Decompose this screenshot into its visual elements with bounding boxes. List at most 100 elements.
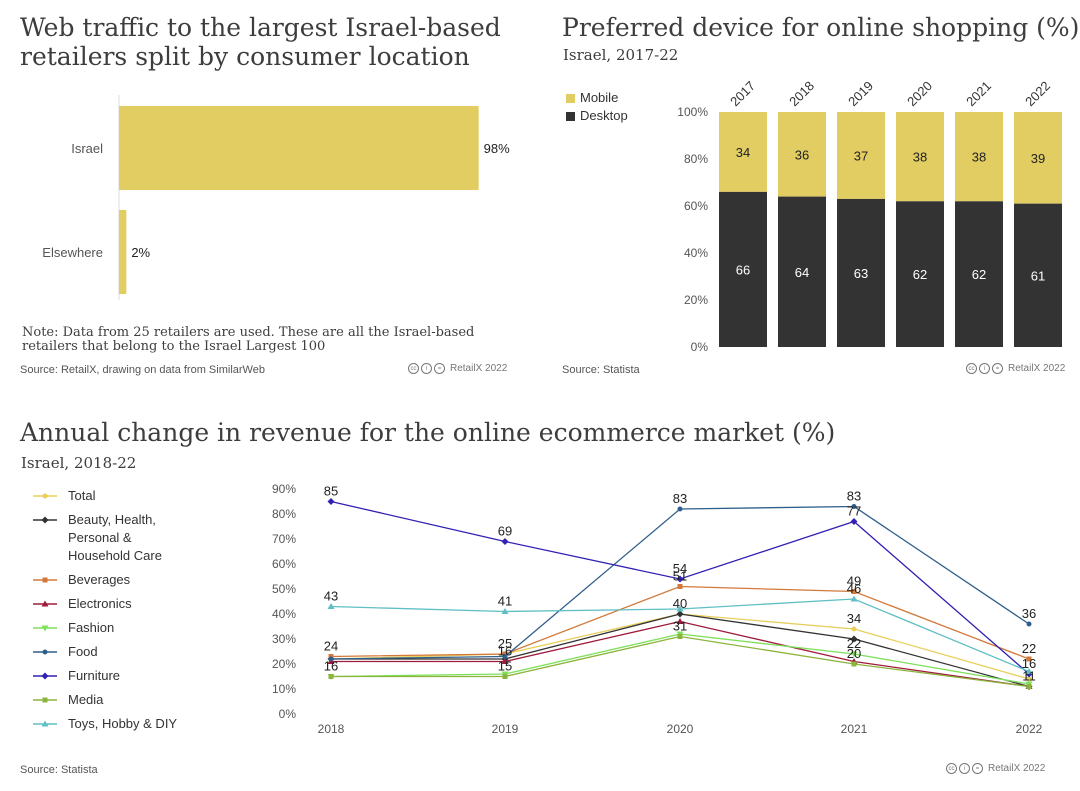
legend-label-fashion: Fashion [68,620,115,635]
bar-desktop-2019 [837,198,885,347]
data-label-2020: 31 [673,619,687,634]
legend-item-fashion: Fashion [32,619,188,637]
legend-swatch-media [33,697,57,703]
legend-swatch-marker [42,493,48,499]
legend-swatch-fashion [33,625,57,632]
x-tick-label-2022: 2022 [1016,722,1043,736]
legend-swatch-marker [41,625,49,632]
data-label-2018: 24 [324,639,338,654]
x-tick-label-2020: 2020 [667,722,694,736]
mobile-value-2017: 34 [736,145,750,160]
category-label-elsewhere: Elsewhere [42,245,103,260]
y-tick-label: 100% [677,105,708,119]
data-label-2020: 83 [673,491,687,506]
desktop-value-2022: 61 [1031,268,1045,283]
legend-swatch-marker [41,672,49,680]
legend-item-mobile: Mobile [566,89,628,107]
y-tick-label: 0% [279,707,297,721]
panel3-license-text: RetailX 2022 [988,763,1046,774]
location-bar-chart: Israel 98% Elsewhere 2% [42,95,510,300]
data-label-2021: 20 [847,646,861,661]
point-furniture-2019 [501,538,509,545]
panel2-subtitle: Israel, 2017-22 [563,46,679,64]
panel2-title: Preferred device for online shopping (%) [562,13,1080,42]
point-furniture-2021 [850,518,858,525]
bar-mobile-2017 [719,112,767,192]
legend-item-beverages: Beverages [32,571,188,589]
point-media-2021 [851,661,857,667]
x-tick-label-2019: 2019 [492,722,519,736]
point-media-2022 [1026,684,1032,689]
point-beauty-health-personal-household-care-2021 [850,635,858,643]
legend-swatch-toys-hobby-diy [33,720,57,727]
bar-desktop-2017 [719,191,767,347]
legend-swatch-electronics [33,600,57,607]
panel2-source: Source: Statista [562,364,640,376]
point-toys-hobby-diy-2018 [327,603,335,609]
data-label-2018: 43 [324,589,338,604]
x-tick-label-2022: 2022 [1022,78,1053,109]
series-media [328,634,1032,689]
mobile-value-2022: 39 [1031,151,1045,166]
y-tick-label: 50% [272,582,296,596]
data-label-elsewhere: 2% [131,245,150,260]
series-food [328,504,1032,662]
legend-swatch-total [33,493,57,499]
by-icon: i [979,363,990,374]
legend-swatch-marker [42,577,48,583]
nd-icon: = [434,363,445,374]
panel3-license[interactable]: cc i = RetailX 2022 [946,763,1045,774]
bar-desktop-2022 [1014,203,1062,347]
panel1-title: Web traffic to the largest Israel-based … [20,13,501,71]
bar-desktop-2018 [778,196,826,347]
point-toys-hobby-diy-2021 [850,595,858,602]
y-tick-label: 90% [272,482,296,496]
legend-label-food: Food [68,644,98,659]
y-tick-label: 70% [272,532,296,546]
data-label-2021: 22 [847,636,861,651]
device-legend: Mobile Desktop [566,89,628,125]
point-beverages-2021 [851,589,857,594]
point-food-2019 [502,654,508,659]
point-total-2022 [1026,676,1032,682]
by-icon: i [421,363,432,374]
panel1-note: Note: Data from 25 retailers are used. T… [22,326,502,354]
legend-item-furniture: Furniture [32,667,188,685]
legend-label-beauty-health-personal-household-care: Beauty, Health, Personal & Household Car… [68,512,162,563]
y-tick-label: 20% [272,657,296,671]
x-tick-label-2021: 2021 [841,722,868,736]
point-food-2022 [1026,621,1032,627]
x-tick-label-2019: 2019 [845,78,876,109]
legend-swatch-marker [41,600,49,607]
legend-item-desktop: Desktop [566,107,628,125]
x-tick-label-2018: 2018 [786,78,817,109]
panel1-license[interactable]: cc i = RetailX 2022 [408,363,507,374]
legend-item-media: Media [32,691,188,709]
nd-icon: = [972,763,983,774]
desktop-value-2019: 63 [854,266,868,281]
desktop-value-2017: 66 [736,262,750,277]
panel2-license-text: RetailX 2022 [1008,363,1066,374]
data-label-2022: 22 [1022,641,1036,656]
data-label-2021: 83 [847,489,861,504]
panel2-license[interactable]: cc i = RetailX 2022 [966,363,1065,374]
series-furniture [327,498,1033,678]
mobile-swatch [566,93,575,103]
legend-swatch-food [33,649,57,655]
legend-item-total: Total [32,487,188,505]
y-tick-label: 30% [272,632,296,646]
nd-icon: = [992,363,1003,374]
legend-item-food: Food [32,643,188,661]
device-stacked-chart: 0% 20% 40% 60% 80% 100% 34 66 2017 36 64 2018 37 63 20… [677,78,1062,354]
bar-mobile-2022 [1014,112,1062,204]
data-label-2020: 54 [673,561,687,576]
cc-icon: cc [946,763,957,774]
x-tick-label-2021: 2021 [963,78,994,109]
legend-label-media: Media [68,692,104,707]
by-icon: i [959,763,970,774]
desktop-value-2018: 64 [795,265,809,280]
y-tick-label: 80% [272,507,296,521]
bar-mobile-2020 [896,112,944,202]
data-label-2021: 46 [847,581,861,596]
data-label-2019: 69 [498,524,512,539]
